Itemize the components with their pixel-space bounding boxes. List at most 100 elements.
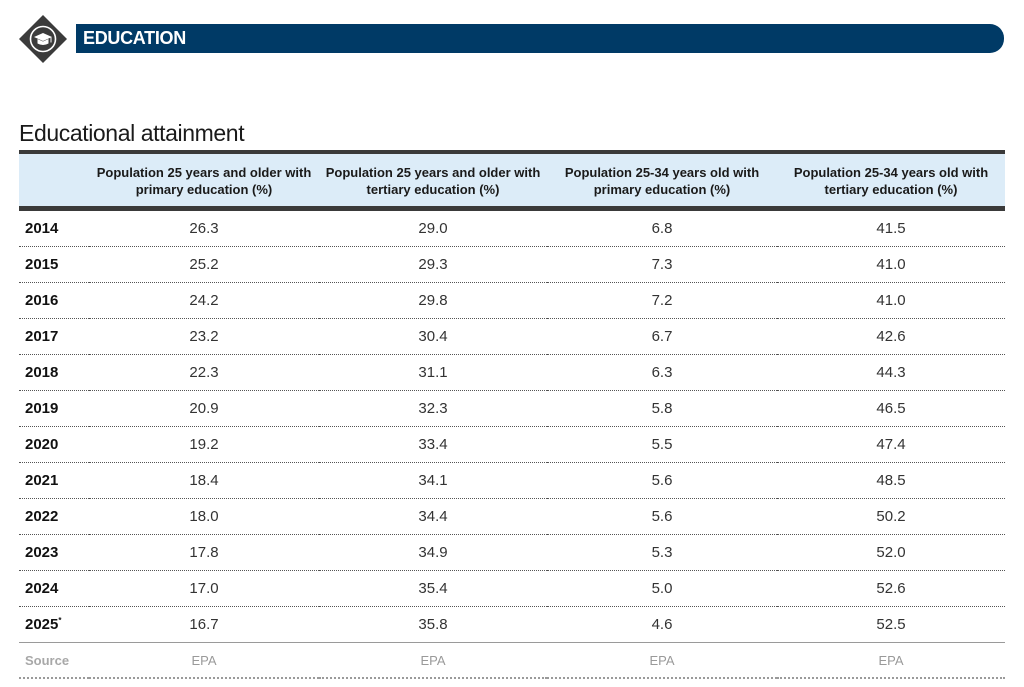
cell-25-34-primary: 6.8 xyxy=(547,208,777,247)
cell-25-34-primary: 6.7 xyxy=(547,318,777,355)
source-cell: EPA xyxy=(89,642,319,679)
cell-25-34-tertiary: 52.0 xyxy=(777,534,1005,571)
column-header-25-34-primary: Population 25-34 years old with primary … xyxy=(547,150,777,211)
cell-25plus-primary: 25.2 xyxy=(89,246,319,283)
year-label: 2017 xyxy=(25,328,59,345)
cell-25-34-primary: 5.3 xyxy=(547,534,777,571)
table-row: 2022 18.0 34.4 5.6 50.2 xyxy=(19,498,1005,535)
cell-25-34-tertiary: 47.4 xyxy=(777,426,1005,463)
year-label: 2020 xyxy=(25,436,59,453)
attainment-table: Population 25 years and older with prima… xyxy=(19,150,1005,679)
year-label: 2024 xyxy=(25,580,59,597)
cell-25plus-tertiary: 35.4 xyxy=(319,570,547,607)
row-year: 2020 xyxy=(19,426,89,463)
row-year: 2014 xyxy=(19,208,89,247)
row-year: 2017 xyxy=(19,318,89,355)
cell-25-34-tertiary: 48.5 xyxy=(777,462,1005,499)
cell-25-34-primary: 5.0 xyxy=(547,570,777,607)
cell-25plus-primary: 26.3 xyxy=(89,208,319,247)
year-label: 2021 xyxy=(25,472,59,489)
table-row: 2021 18.4 34.1 5.6 48.5 xyxy=(19,462,1005,499)
row-year: 2016 xyxy=(19,282,89,319)
table-row: 2025* 16.7 35.8 4.6 52.5 xyxy=(19,606,1005,643)
year-label: 2023 xyxy=(25,544,59,561)
row-year: 2015 xyxy=(19,246,89,283)
cell-25-34-tertiary: 50.2 xyxy=(777,498,1005,535)
cell-25plus-tertiary: 34.9 xyxy=(319,534,547,571)
cell-25plus-tertiary: 29.3 xyxy=(319,246,547,283)
column-header-25plus-tertiary: Population 25 years and older with terti… xyxy=(319,150,547,211)
row-year: 2022 xyxy=(19,498,89,535)
cell-25-34-tertiary: 52.6 xyxy=(777,570,1005,607)
cell-25-34-tertiary: 52.5 xyxy=(777,606,1005,643)
cell-25plus-tertiary: 34.4 xyxy=(319,498,547,535)
graduation-cap-icon xyxy=(19,15,67,63)
row-year: 2024 xyxy=(19,570,89,607)
cell-25plus-primary: 23.2 xyxy=(89,318,319,355)
page-title: Educational attainment xyxy=(19,120,245,146)
table-row: 2019 20.9 32.3 5.8 46.5 xyxy=(19,390,1005,427)
cell-25plus-primary: 22.3 xyxy=(89,354,319,391)
source-label: Source xyxy=(19,642,89,679)
year-label: 2016 xyxy=(25,292,59,309)
cell-25plus-tertiary: 29.0 xyxy=(319,208,547,247)
cell-25-34-tertiary: 42.6 xyxy=(777,318,1005,355)
table-body: 2014 26.3 29.0 6.8 41.5 2015 25.2 29.3 7… xyxy=(19,208,1005,643)
year-label: 2014 xyxy=(25,220,59,237)
cell-25plus-tertiary: 30.4 xyxy=(319,318,547,355)
row-year: 2018 xyxy=(19,354,89,391)
row-year: 2021 xyxy=(19,462,89,499)
cell-25plus-tertiary: 33.4 xyxy=(319,426,547,463)
cell-25plus-primary: 17.0 xyxy=(89,570,319,607)
table-row: 2024 17.0 35.4 5.0 52.6 xyxy=(19,570,1005,607)
cell-25plus-primary: 20.9 xyxy=(89,390,319,427)
cell-25plus-tertiary: 34.1 xyxy=(319,462,547,499)
column-header-25-34-tertiary: Population 25-34 years old with tertiary… xyxy=(777,150,1005,211)
cell-25plus-tertiary: 32.3 xyxy=(319,390,547,427)
cell-25-34-primary: 7.2 xyxy=(547,282,777,319)
row-year: 2019 xyxy=(19,390,89,427)
row-year: 2023 xyxy=(19,534,89,571)
year-label: 2019 xyxy=(25,400,59,417)
year-label: 2015 xyxy=(25,256,59,273)
cell-25plus-tertiary: 31.1 xyxy=(319,354,547,391)
table-row: 2016 24.2 29.8 7.2 41.0 xyxy=(19,282,1005,319)
cell-25-34-tertiary: 44.3 xyxy=(777,354,1005,391)
table-row: 2015 25.2 29.3 7.3 41.0 xyxy=(19,246,1005,283)
cell-25-34-tertiary: 46.5 xyxy=(777,390,1005,427)
cell-25plus-primary: 18.4 xyxy=(89,462,319,499)
cell-25-34-tertiary: 41.5 xyxy=(777,208,1005,247)
cell-25plus-primary: 16.7 xyxy=(89,606,319,643)
cell-25-34-primary: 5.8 xyxy=(547,390,777,427)
source-cell: EPA xyxy=(319,642,547,679)
source-cell: EPA xyxy=(777,642,1005,679)
footnote-marker: * xyxy=(58,616,62,625)
cell-25-34-primary: 5.5 xyxy=(547,426,777,463)
cell-25-34-tertiary: 41.0 xyxy=(777,282,1005,319)
cell-25-34-primary: 5.6 xyxy=(547,498,777,535)
cell-25-34-tertiary: 41.0 xyxy=(777,246,1005,283)
cell-25-34-primary: 4.6 xyxy=(547,606,777,643)
cell-25-34-primary: 5.6 xyxy=(547,462,777,499)
year-label: 2022 xyxy=(25,508,59,525)
year-label: 2025 xyxy=(25,616,59,633)
cell-25-34-primary: 7.3 xyxy=(547,246,777,283)
table-row: 2023 17.8 34.9 5.3 52.0 xyxy=(19,534,1005,571)
section-banner: EDUCATION xyxy=(76,24,1004,53)
table-row: 2020 19.2 33.4 5.5 47.4 xyxy=(19,426,1005,463)
attainment-table-wrapper: Population 25 years and older with prima… xyxy=(19,150,1005,679)
source-cell: EPA xyxy=(547,642,777,679)
table-row: 2017 23.2 30.4 6.7 42.6 xyxy=(19,318,1005,355)
column-header-year xyxy=(19,150,89,211)
table-header-row: Population 25 years and older with prima… xyxy=(19,150,1005,211)
cell-25plus-tertiary: 29.8 xyxy=(319,282,547,319)
year-label: 2018 xyxy=(25,364,59,381)
row-year: 2025* xyxy=(19,606,89,643)
cell-25plus-primary: 19.2 xyxy=(89,426,319,463)
cell-25plus-primary: 18.0 xyxy=(89,498,319,535)
table-row: 2014 26.3 29.0 6.8 41.5 xyxy=(19,208,1005,247)
source-row: Source EPA EPA EPA EPA xyxy=(19,642,1005,679)
column-header-25plus-primary: Population 25 years and older with prima… xyxy=(89,150,319,211)
table-row: 2018 22.3 31.1 6.3 44.3 xyxy=(19,354,1005,391)
cell-25plus-primary: 24.2 xyxy=(89,282,319,319)
